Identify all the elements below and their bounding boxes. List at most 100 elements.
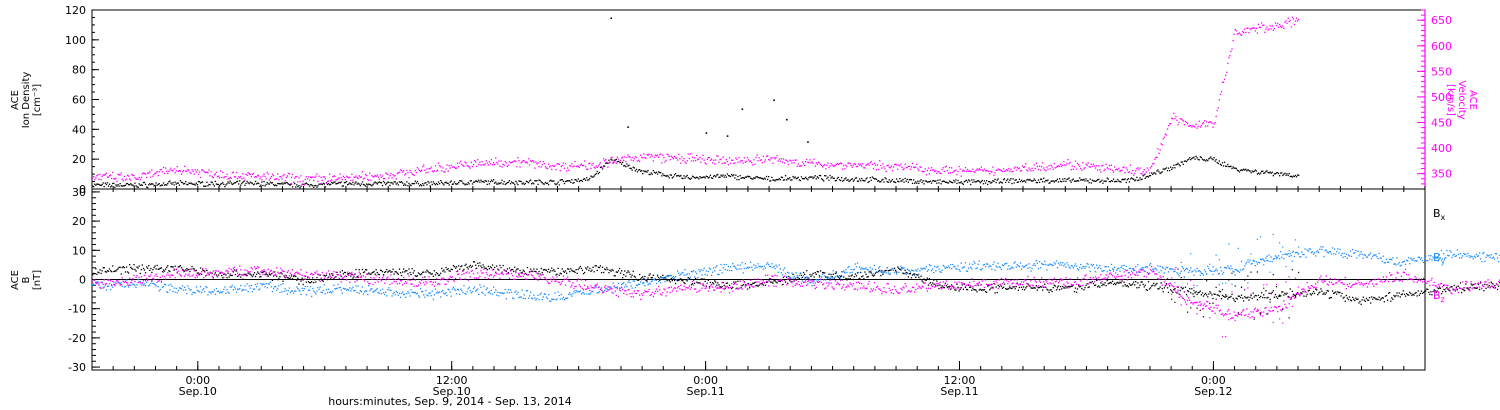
b-series-by-point <box>407 290 409 293</box>
b-series-bx-point <box>600 272 603 274</box>
density-series-point <box>1195 155 1197 157</box>
density-series-point <box>867 181 869 183</box>
density-series-point <box>909 178 912 181</box>
b-series-bx-point <box>1463 289 1465 291</box>
b-series-bx-point <box>135 270 137 272</box>
velocity-series-point <box>235 171 238 174</box>
b-series-bx-point <box>720 286 722 289</box>
velocity-series-point <box>793 162 795 164</box>
density-series-point <box>891 178 894 181</box>
velocity-series-point <box>548 163 550 165</box>
b-series-bx-point <box>1476 287 1479 289</box>
density-series-point <box>854 177 857 179</box>
velocity-series-point <box>653 156 656 158</box>
density-series-point <box>585 179 587 181</box>
velocity-series-point <box>863 167 865 169</box>
b-series-bx-point <box>437 274 440 277</box>
velocity-series-point <box>247 172 249 174</box>
density-series-point <box>976 180 978 182</box>
velocity-series-point <box>534 167 536 169</box>
b-series-bx-point <box>779 280 781 283</box>
b-series-bx-point <box>457 270 459 272</box>
b-series-bx-point <box>815 273 817 275</box>
velocity-series-point <box>962 169 964 171</box>
velocity-series-point <box>872 168 875 170</box>
b-series-bx-point <box>1120 282 1122 284</box>
density-series-point <box>412 182 414 185</box>
density-series-point <box>804 177 806 180</box>
velocity-series-point <box>260 176 262 178</box>
bottom-tick-label: 20 <box>72 215 86 228</box>
b-series-by-point <box>642 282 644 284</box>
b-series-by-point <box>274 286 276 288</box>
b-series-bx-point <box>784 281 787 283</box>
b-series-by-point <box>563 299 566 301</box>
density-series-point <box>235 181 238 183</box>
b-series-bx-point <box>196 272 198 274</box>
b-series-bx-point <box>111 271 113 273</box>
density-series-point <box>1191 157 1193 160</box>
density-series-point <box>111 185 113 187</box>
density-series-point <box>524 182 526 185</box>
b-series-by-point <box>699 271 701 273</box>
density-series-point <box>1218 160 1220 162</box>
b-series-bx-point <box>867 276 869 278</box>
velocity-series-point <box>295 176 297 178</box>
density-series-point <box>130 183 132 185</box>
b-series-by-point <box>268 283 270 285</box>
density-series-point <box>422 183 424 185</box>
b-series-bx-point <box>556 273 558 275</box>
density-series-point <box>121 185 123 187</box>
b-series-bx-point <box>873 274 876 276</box>
b-series-by-point <box>244 285 246 287</box>
velocity-series-point <box>476 165 478 167</box>
b-series-bx-point <box>375 269 377 271</box>
density-series-point <box>980 180 982 183</box>
b-series-bx-point <box>961 284 963 286</box>
velocity-series-point <box>1084 167 1086 169</box>
density-series-point <box>1011 182 1013 185</box>
b-series-bx-point <box>1363 299 1365 301</box>
b-series-bx-point <box>1054 285 1056 287</box>
b-series-bx-point <box>603 271 605 274</box>
b-series-bx-point <box>926 277 928 279</box>
density-series-point <box>995 181 997 184</box>
b-series-by-point <box>159 288 161 291</box>
b-series-by-point <box>512 297 514 299</box>
b-series-bx-point <box>356 276 358 278</box>
density-series-point <box>1122 178 1124 180</box>
density-series-point <box>998 182 1000 184</box>
b-series-by-point <box>126 284 129 286</box>
b-series-bx-point <box>1080 285 1082 287</box>
velocity-series-point <box>524 162 526 164</box>
velocity-series-point <box>447 170 449 172</box>
density-series-point <box>1213 157 1215 159</box>
b-series-bx-point <box>1348 296 1351 298</box>
velocity-series-point <box>238 176 240 178</box>
b-series-bx-point <box>484 267 486 270</box>
density-series-point <box>1115 180 1117 182</box>
velocity-series-point <box>148 172 150 174</box>
velocity-series-point <box>929 169 932 171</box>
density-series-point <box>1290 175 1292 177</box>
velocity-series-point <box>994 172 996 174</box>
b-series-bx-point <box>941 285 943 287</box>
velocity-series-point <box>1248 32 1250 34</box>
b-series-bx-point <box>126 271 129 273</box>
velocity-series-point <box>1183 124 1186 126</box>
velocity-series-point <box>449 167 451 169</box>
b-series-bx-point <box>1115 283 1117 286</box>
b-series-bx-point <box>205 275 207 277</box>
left-tick-label: 120 <box>65 4 86 17</box>
velocity-series-point <box>250 175 252 178</box>
velocity-series-point <box>433 170 435 172</box>
velocity-series-point <box>352 179 354 181</box>
b-series-bx-point <box>838 277 841 279</box>
density-series-point <box>941 180 943 183</box>
density-series-point <box>944 181 946 183</box>
b-series-bx-point <box>939 284 941 286</box>
density-series-point <box>1231 167 1233 170</box>
b-series-bx-point <box>651 277 653 279</box>
density-series-point <box>1211 158 1213 160</box>
density-series-point <box>1203 159 1206 161</box>
